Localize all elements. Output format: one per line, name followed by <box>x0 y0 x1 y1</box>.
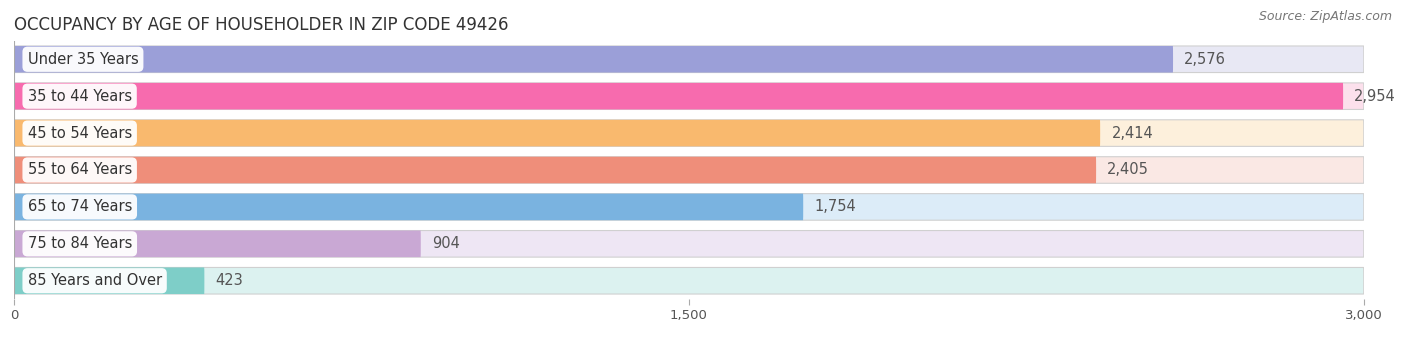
Text: OCCUPANCY BY AGE OF HOUSEHOLDER IN ZIP CODE 49426: OCCUPANCY BY AGE OF HOUSEHOLDER IN ZIP C… <box>14 16 509 34</box>
FancyBboxPatch shape <box>14 193 1364 220</box>
FancyBboxPatch shape <box>14 157 1364 183</box>
Text: 2,414: 2,414 <box>1111 125 1153 140</box>
FancyBboxPatch shape <box>14 120 1099 147</box>
FancyBboxPatch shape <box>14 193 803 220</box>
Text: 35 to 44 Years: 35 to 44 Years <box>28 89 132 104</box>
Text: Under 35 Years: Under 35 Years <box>28 52 138 67</box>
Text: 45 to 54 Years: 45 to 54 Years <box>28 125 132 140</box>
FancyBboxPatch shape <box>14 83 1343 109</box>
Text: 423: 423 <box>215 273 243 288</box>
FancyBboxPatch shape <box>14 83 1364 109</box>
Text: 2,405: 2,405 <box>1108 163 1149 177</box>
FancyBboxPatch shape <box>14 120 1364 147</box>
Text: 55 to 64 Years: 55 to 64 Years <box>28 163 132 177</box>
FancyBboxPatch shape <box>14 231 1364 257</box>
Text: 75 to 84 Years: 75 to 84 Years <box>28 236 132 251</box>
FancyBboxPatch shape <box>14 231 420 257</box>
Text: 904: 904 <box>432 236 460 251</box>
FancyBboxPatch shape <box>14 157 1097 183</box>
Text: 65 to 74 Years: 65 to 74 Years <box>28 200 132 215</box>
Text: 2,954: 2,954 <box>1354 89 1396 104</box>
Text: 85 Years and Over: 85 Years and Over <box>28 273 162 288</box>
Text: 1,754: 1,754 <box>814 200 856 215</box>
FancyBboxPatch shape <box>14 268 1364 294</box>
Text: 2,576: 2,576 <box>1184 52 1226 67</box>
FancyBboxPatch shape <box>14 46 1364 72</box>
Text: Source: ZipAtlas.com: Source: ZipAtlas.com <box>1258 10 1392 23</box>
FancyBboxPatch shape <box>14 268 204 294</box>
FancyBboxPatch shape <box>14 46 1173 72</box>
